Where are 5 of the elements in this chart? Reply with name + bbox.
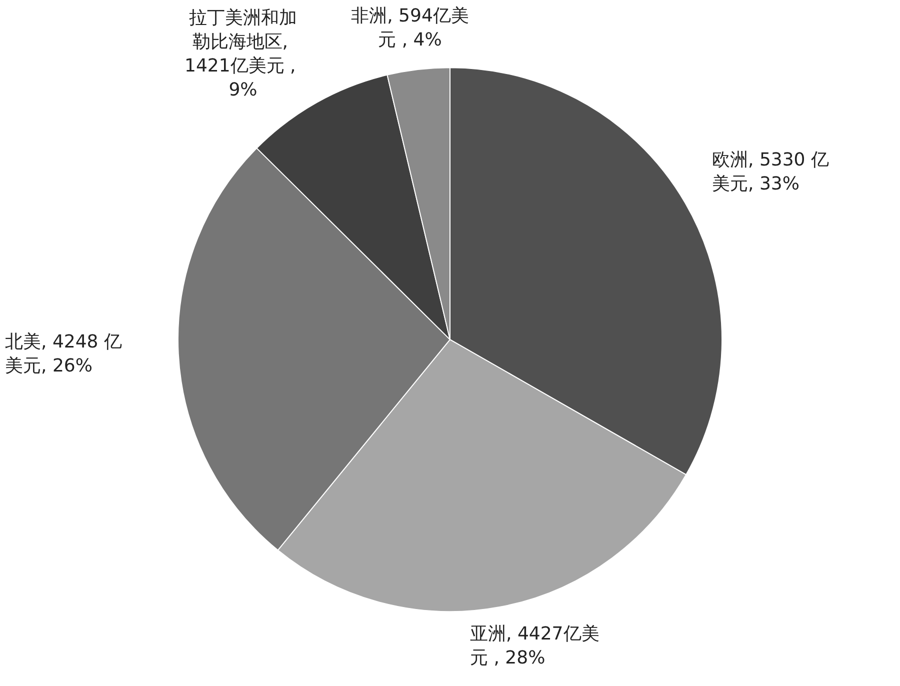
slice-label: 欧洲, 5330 亿美元, 33% bbox=[712, 150, 829, 194]
slice-label: 拉丁美洲和加勒比海地区, 1421亿美元 , 9% bbox=[184, 8, 302, 100]
slice-label: 亚洲, 4427亿美元 , 28% bbox=[470, 624, 600, 668]
slice-label: 非洲, 594亿美元 , 4% bbox=[351, 6, 469, 50]
slice-label: 北美, 4248 亿美元, 26% bbox=[5, 332, 122, 376]
